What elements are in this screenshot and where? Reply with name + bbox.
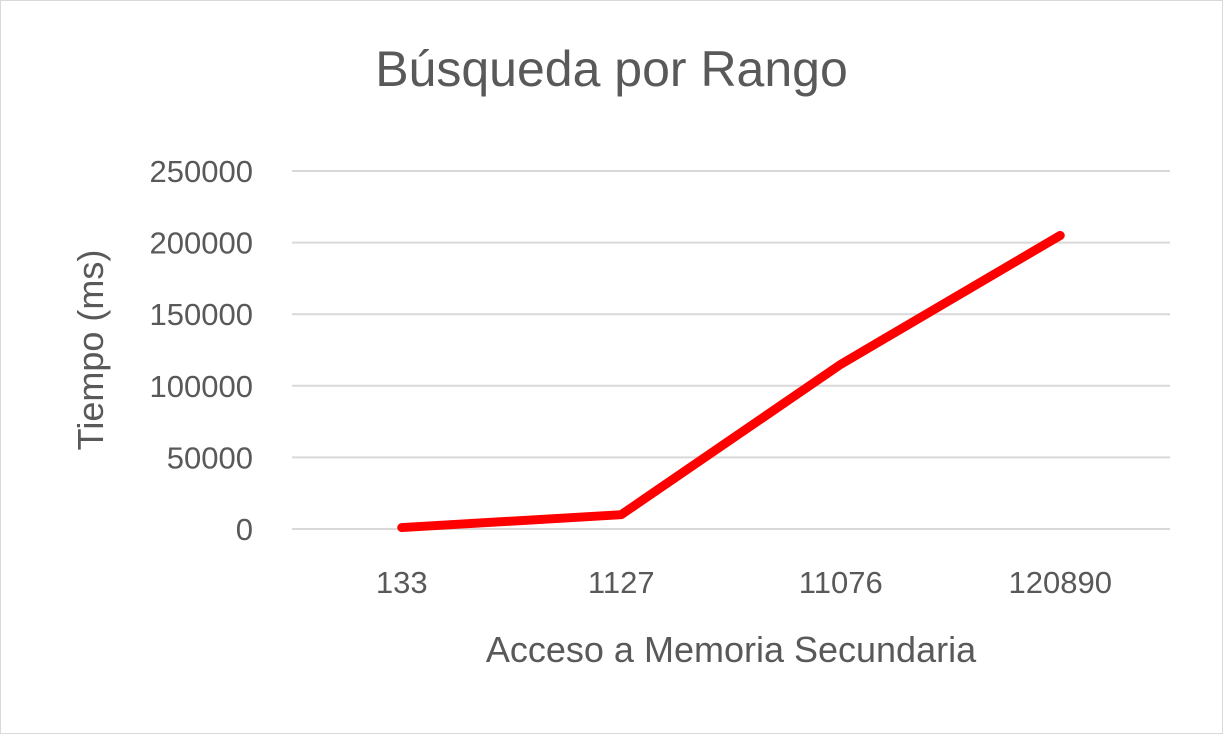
y-axis-tick-labels: 0 50000 100000 150000 200000 250000: [150, 154, 253, 547]
y-tick-label: 0: [236, 512, 253, 547]
y-tick-label: 250000: [150, 154, 253, 189]
x-tick-label: 120890: [1009, 565, 1112, 600]
y-tick-label: 200000: [150, 226, 253, 261]
series-line: [397, 230, 1065, 533]
chart-title: Búsqueda por Rango: [375, 41, 848, 97]
y-tick-label: 150000: [150, 297, 253, 332]
x-tick-label: 133: [376, 565, 428, 600]
x-axis-title: Acceso a Memoria Secundaria: [486, 629, 977, 670]
y-tick-label: 100000: [150, 369, 253, 404]
y-axis-title: Tiempo (ms): [70, 250, 111, 451]
x-axis-tick-labels: 133 1127 11076 120890: [376, 565, 1112, 600]
gridlines: [292, 170, 1170, 530]
series-layer: [397, 230, 1065, 533]
x-tick-label: 11076: [799, 565, 883, 600]
y-tick-label: 50000: [167, 440, 253, 475]
x-tick-label: 1127: [588, 565, 655, 600]
